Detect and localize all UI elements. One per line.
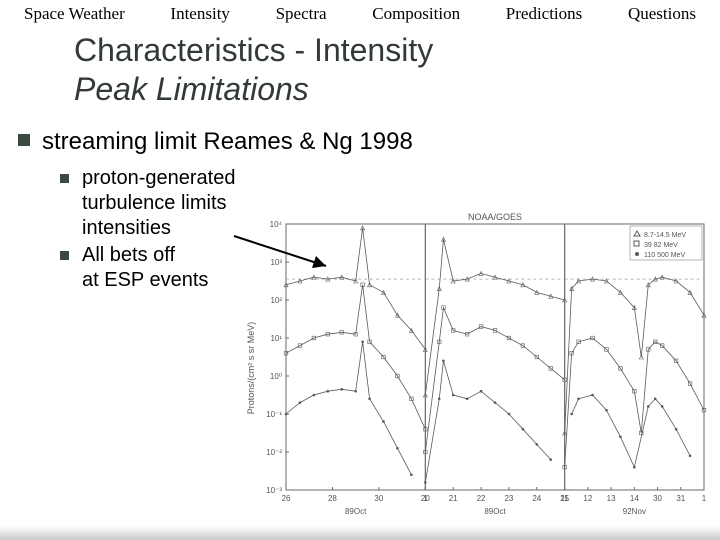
svg-text:92Nov: 92Nov [623,507,646,516]
svg-text:26: 26 [282,494,291,503]
title-line-2: Peak Limitations [74,71,720,108]
svg-text:10⁰: 10⁰ [270,372,282,381]
svg-text:30: 30 [374,494,383,503]
svg-text:89Oct: 89Oct [484,507,506,516]
sub-bullet-item: proton-generated turbulence limits inten… [60,166,235,241]
svg-text:24: 24 [532,494,541,503]
svg-text:10⁻³: 10⁻³ [266,486,282,495]
bullet-square-icon [60,251,69,260]
svg-text:89Oct: 89Oct [345,507,367,516]
nav-item[interactable]: Space Weather [24,4,125,24]
svg-text:8.7-14.5 MeV: 8.7-14.5 MeV [644,232,686,239]
arrow-icon [230,228,340,278]
svg-text:10²: 10² [270,296,282,305]
sub-bullet-list: proton-generated turbulence limits inten… [60,166,235,295]
bullet-square-icon [60,174,69,183]
footer-shadow [0,526,720,540]
sub-bullet-text: All bets off at ESP events [82,243,235,293]
nav-item[interactable]: Intensity [170,4,230,24]
svg-text:1: 1 [702,494,707,503]
svg-text:28: 28 [328,494,337,503]
svg-text:39 82 MeV: 39 82 MeV [644,242,678,249]
svg-text:13: 13 [607,494,616,503]
svg-text:14: 14 [630,494,639,503]
nav-item[interactable]: Spectra [276,4,327,24]
title-line-1: Characteristics - Intensity [74,32,720,69]
svg-text:10¹: 10¹ [270,334,282,343]
svg-text:30: 30 [653,494,662,503]
top-nav: Space Weather Intensity Spectra Composit… [0,0,720,28]
svg-text:23: 23 [504,494,513,503]
svg-text:10⁻²: 10⁻² [266,448,282,457]
svg-text:11: 11 [561,494,570,503]
svg-text:20: 20 [421,494,430,503]
svg-text:22: 22 [477,494,486,503]
svg-text:110 500 MeV: 110 500 MeV [644,252,685,259]
slide-title: Characteristics - Intensity Peak Limitat… [0,28,720,108]
svg-text:21: 21 [449,494,458,503]
bullet-square-icon [18,134,30,146]
nav-item[interactable]: Questions [628,4,696,24]
sub-bullet-item: All bets off at ESP events [60,243,235,293]
svg-text:Protons/(cm² s sr MeV): Protons/(cm² s sr MeV) [246,322,256,415]
bullet-main-text: streaming limit Reames & Ng 1998 [42,128,413,156]
svg-text:12: 12 [583,494,592,503]
sub-bullet-text: proton-generated turbulence limits inten… [82,166,235,241]
nav-item[interactable]: Composition [372,4,460,24]
svg-text:NOAA/GOES: NOAA/GOES [468,212,522,222]
svg-text:10⁻¹: 10⁻¹ [266,410,282,419]
svg-text:31: 31 [676,494,685,503]
nav-item[interactable]: Predictions [506,4,583,24]
